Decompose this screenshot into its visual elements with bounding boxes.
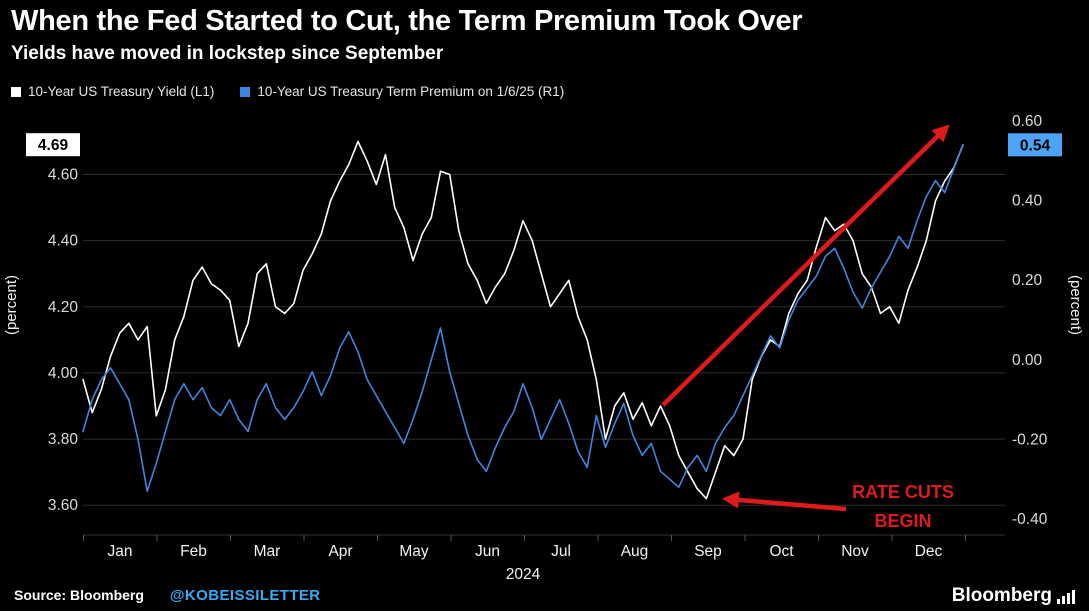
left-axis-tick-label: 4.60 <box>48 166 79 183</box>
trend-up-arrow-icon <box>661 124 950 407</box>
rate-cuts-label: BEGIN <box>874 511 931 531</box>
right-axis-tick-label: 0.40 <box>1012 193 1043 210</box>
left-axis-tick-label: 3.80 <box>48 431 79 448</box>
bloomberg-logo: Bloomberg <box>952 586 1075 605</box>
treasury-chart: 3.60 3.80 4.00 4.20 4.40 4.60 -0.40 -0.20 0.00 0.… <box>3 113 1084 583</box>
legend-item-treasury-yield: 10-Year US Treasury Yield (L1) <box>11 84 214 99</box>
legend-label-term-premium: 10-Year US Treasury Term Premium on 1/6/… <box>257 84 565 99</box>
x-axis-month-label: Feb <box>180 543 207 560</box>
right-axis-tick-label: 0.20 <box>1012 272 1043 289</box>
right-current-value-badge-text: 0.54 <box>1020 137 1051 154</box>
x-axis-month-label: Dec <box>915 543 943 560</box>
left-axis-tick-label: 4.20 <box>48 299 79 316</box>
term-premium-line <box>82 144 964 493</box>
x-axis-month-label: Oct <box>769 543 794 560</box>
yield-swatch-icon <box>11 86 21 97</box>
treasury-yield-line <box>82 140 964 500</box>
left-current-value-badge <box>26 133 80 157</box>
legend-item-term-premium: 10-Year US Treasury Term Premium on 1/6/… <box>240 84 564 99</box>
rate-cuts-label: RATE CUTS <box>852 482 954 502</box>
term-premium-swatch-icon <box>240 86 251 97</box>
page-title: When the Fed Started to Cut, the Term Pr… <box>11 5 803 37</box>
right-axis-tick-label: 0.60 <box>1012 113 1043 130</box>
x-axis-year-label: 2024 <box>506 566 541 583</box>
left-current-value-badge-text: 4.69 <box>38 137 69 154</box>
x-axis-month-label: Jan <box>108 543 133 560</box>
bloomberg-logo-bars-icon <box>1057 589 1075 605</box>
rate-cuts-pointer-arrow-icon <box>721 491 847 512</box>
x-axis-month-label: Apr <box>328 543 352 560</box>
left-axis-tick-label: 4.40 <box>48 233 79 250</box>
left-axis-title: (percent) <box>3 275 20 335</box>
x-axis-month-label: Mar <box>254 543 281 560</box>
legend-label-treasury-yield: 10-Year US Treasury Yield (L1) <box>28 84 215 99</box>
x-axis-month-label: May <box>399 543 429 560</box>
footer: Source: Bloomberg @KOBEISSILETTER Bloomb… <box>0 579 1089 611</box>
twitter-handle: @KOBEISSILETTER <box>169 586 321 604</box>
right-axis-tick-label: 0.00 <box>1012 352 1043 369</box>
x-axis-month-label: Jul <box>551 543 571 560</box>
left-axis-tick-label: 4.00 <box>48 365 79 382</box>
x-axis-month-label: Jun <box>475 543 500 560</box>
right-axis-title: (percent) <box>1067 275 1084 335</box>
bloomberg-wordmark: Bloomberg <box>951 584 1052 606</box>
legend: 10-Year US Treasury Yield (L1) 10-Year U… <box>11 84 564 99</box>
x-axis-month-label: Aug <box>621 543 649 560</box>
page-subtitle: Yields have moved in lockstep since Sept… <box>11 43 444 64</box>
right-current-value-badge <box>1008 133 1062 157</box>
right-axis-tick-label: -0.40 <box>1012 511 1048 528</box>
x-axis-month-label: Sep <box>694 543 722 560</box>
left-axis-tick-label: 3.60 <box>48 497 79 514</box>
x-axis-month-label: Nov <box>841 543 869 560</box>
source-label: Source: Bloomberg <box>14 587 144 603</box>
right-axis-tick-label: -0.20 <box>1012 431 1048 448</box>
